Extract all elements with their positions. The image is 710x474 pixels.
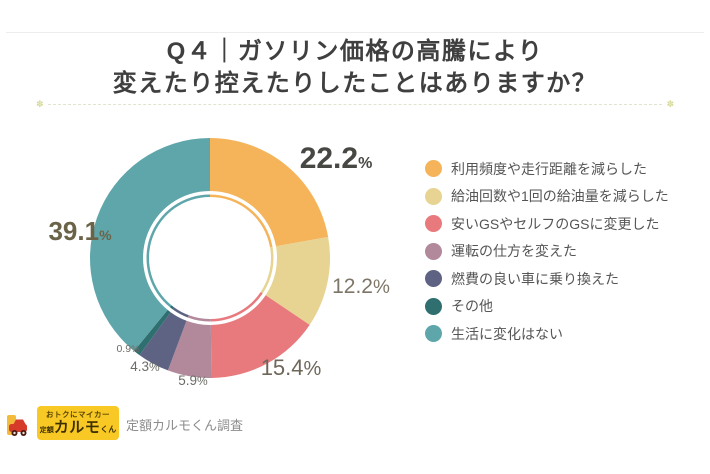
- carmo-logo-badge: おトクにマイカー 定額カルモくん: [37, 406, 119, 440]
- donut-slice: [134, 309, 171, 356]
- chart-legend: 利用頻度や走行距離を減らした 給油回数や1回の給油量を減らした 安いGSやセルフ…: [425, 155, 700, 348]
- car-logo-icon: [7, 415, 27, 436]
- legend-color-dot-icon: [425, 242, 442, 260]
- slice-percent-label: 4.3%: [130, 359, 160, 374]
- legend-color-dot-icon: [425, 160, 442, 178]
- footer: おトクにマイカー 定額カルモくん 定額カルモくん調査: [6, 402, 243, 440]
- legend-item-label: 運転の仕方を変えた: [451, 243, 577, 260]
- donut-inner-ring-segment: [210, 194, 273, 248]
- logo-brand-line: 定額カルモくん: [40, 419, 117, 439]
- donut-slice: [210, 295, 310, 378]
- slice-percent-label: 12.2%: [332, 275, 390, 298]
- legend-color-dot-icon: [425, 187, 442, 205]
- donut-inner-ring-segment: [169, 305, 175, 310]
- donut-slice: [89, 138, 210, 351]
- legend-item: 生活に変化はない: [425, 320, 700, 348]
- survey-source-caption: 定額カルモくん調査: [126, 418, 244, 433]
- donut-inner-ring-segment: [260, 246, 274, 294]
- donut-slice: [210, 138, 329, 247]
- donut-slice: [139, 312, 187, 371]
- divider-rule: [47, 103, 663, 105]
- legend-item-label: 安いGSやセルフのGSに変更した: [451, 215, 660, 232]
- divider-ornament-right-icon: ✽: [666, 99, 674, 109]
- legend-item-label: 燃費の良い車に乗り換えた: [451, 270, 619, 287]
- legend-item-label: 生活に変化はない: [451, 325, 563, 342]
- slice-percent-label: 22.2%: [300, 142, 373, 175]
- slice-percent-label: 0.9%: [116, 343, 140, 355]
- legend-color-dot-icon: [425, 215, 442, 233]
- legend-item: 利用頻度や走行距離を減らした: [425, 155, 700, 183]
- donut-inner-ring-segment: [187, 315, 211, 322]
- legend-item: 安いGSやセルフのGSに変更した: [425, 210, 700, 238]
- page-title-line-1: Q４｜ガソリン価格の高騰により: [166, 38, 544, 65]
- legend-item-label: 給油回数や1回の給油量を減らした: [451, 188, 669, 205]
- legend-item-label: その他: [451, 298, 493, 315]
- donut-inner-ring-segment: [172, 307, 189, 318]
- legend-item: 燃費の良い車に乗り換えた: [425, 265, 700, 293]
- page-title: Q４｜ガソリン価格の高騰により 変えたり控えたりしたことはありますか？: [0, 36, 710, 100]
- legend-item: その他: [425, 293, 700, 321]
- slice-percent-label: 39.1%: [48, 216, 112, 246]
- legend-color-dot-icon: [425, 297, 442, 315]
- slice-percent-label: 15.4%: [261, 355, 322, 380]
- legend-item-label: 利用頻度や走行距離を減らした: [451, 160, 647, 177]
- logo-tagline: おトクにマイカー: [46, 409, 110, 419]
- logo-brand-suffix: くん: [100, 424, 117, 434]
- donut-slice: [265, 237, 331, 325]
- legend-item: 運転の仕方を変えた: [425, 238, 700, 266]
- logo-brand-prefix: 定額: [39, 426, 54, 434]
- slice-percent-label: 5.9%: [178, 373, 208, 388]
- legend-item: 給油回数や1回の給油量を減らした: [425, 183, 700, 211]
- logo-brand: カルモ: [53, 418, 101, 436]
- donut-slice: [167, 320, 212, 378]
- page-title-line-2: 変えたり控えたりしたことはありますか？: [112, 70, 598, 97]
- legend-color-dot-icon: [425, 270, 442, 288]
- title-divider: ✽ ✽: [36, 99, 674, 109]
- divider-ornament-left-icon: ✽: [36, 99, 44, 109]
- card-top-border: [6, 32, 704, 33]
- legend-color-dot-icon: [425, 325, 442, 343]
